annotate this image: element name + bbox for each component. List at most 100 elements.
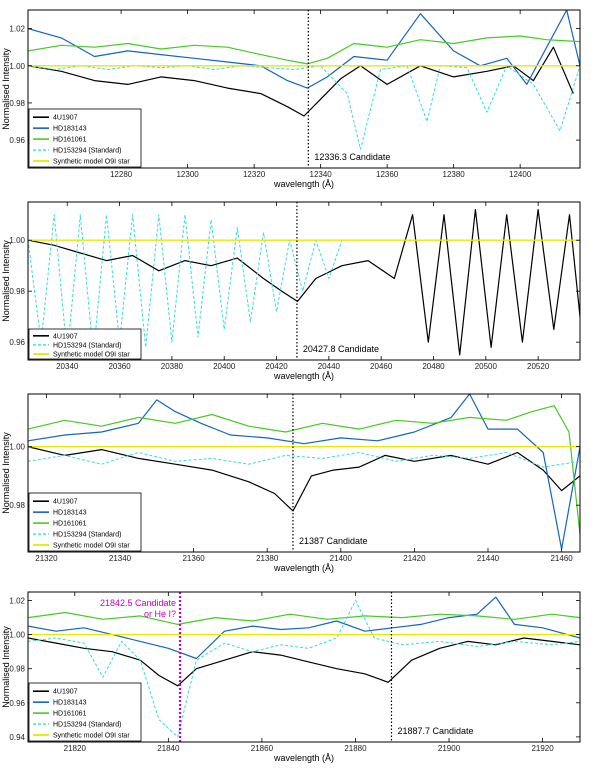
series-line-4u1907	[28, 46, 574, 117]
legend-entry: Synthetic model O9I star	[53, 352, 130, 359]
series-group	[28, 10, 580, 150]
x-tick-label: 21400	[330, 554, 353, 563]
x-tick-label: 20520	[527, 362, 550, 371]
legend-box	[28, 492, 142, 552]
y-tick-label: 1.02	[9, 25, 25, 34]
y-axis-label: Normalised Intensity	[1, 432, 11, 514]
y-tick-label: 0.94	[9, 733, 25, 742]
legend-box	[28, 108, 142, 168]
candidate2-label-sub: or He I?	[144, 609, 176, 619]
y-tick-label: 1.00	[9, 62, 25, 71]
series-line-hd161061	[28, 35, 580, 65]
legend-entry: 4U1907	[53, 499, 78, 506]
series-line-hd153294-standard	[28, 600, 580, 738]
legend-entry: Synthetic model O9I star	[53, 158, 130, 165]
y-axis-label: Normalised Intensity	[1, 626, 11, 708]
series-group	[28, 394, 580, 550]
x-tick-label: 21320	[35, 554, 58, 563]
y-axis-label: Normalised Intensity	[1, 48, 11, 130]
legend-entry: HD183143	[53, 126, 87, 133]
legend-entry: HD161061	[53, 711, 87, 718]
x-axis-label: wavelength (Å)	[273, 563, 334, 573]
y-tick-label: 0.96	[9, 699, 25, 708]
candidate-label: 21387 Candidate	[299, 536, 368, 546]
x-tick-label: 20440	[318, 362, 341, 371]
panel-3: 21387 Candidate 21320 21340 21360 21380 21400…	[1, 393, 581, 573]
x-tick-label: 21920	[531, 744, 554, 753]
series-line-hd153294-standard	[28, 452, 580, 468]
y-axis-label: Normalised Intensity	[1, 240, 11, 322]
x-tick-label: 20460	[370, 362, 393, 371]
legend-entry: Synthetic model O9I star	[53, 542, 130, 549]
series-line-4u1907	[28, 637, 580, 687]
x-tick-label: 21820	[64, 744, 87, 753]
x-tick-label: 12400	[509, 170, 532, 179]
x-axis-label: wavelength (Å)	[273, 179, 334, 189]
plot-frame	[27, 393, 581, 553]
y-tick-label: 0.98	[9, 501, 25, 510]
legend-entry: 4U1907	[53, 689, 78, 696]
x-tick-label: 21880	[344, 744, 367, 753]
panel-1: 12336.3 Candidate 12280 12300 12320 12340 123…	[1, 9, 581, 189]
x-tick-label: 20340	[56, 362, 79, 371]
series-line-hd183143	[28, 596, 580, 660]
panel-2: 20427.8 Candidate 20340 20360 20380 20400 204…	[1, 201, 581, 381]
y-tick-label: 0.96	[9, 338, 25, 347]
legend-entry: HD153294 (Standard)	[53, 148, 122, 155]
x-tick-label: 20400	[213, 362, 236, 371]
x-tick-label: 21360	[182, 554, 205, 563]
x-tick-label: 12300	[176, 170, 199, 179]
y-tick-label: 0.98	[9, 99, 25, 108]
legend-entry: HD153294 (Standard)	[53, 342, 122, 349]
series-line-4u1907	[28, 209, 580, 356]
x-tick-label: 12360	[376, 170, 399, 179]
legend-entry: 4U1907	[53, 115, 78, 122]
x-axis-label: wavelength (Å)	[273, 371, 334, 381]
series-line-hd161061	[28, 405, 580, 535]
y-tick-label: 0.96	[9, 136, 25, 145]
x-tick-label: 21860	[251, 744, 274, 753]
x-tick-label: 20380	[161, 362, 184, 371]
candidate-label: 20427.8 Candidate	[303, 344, 379, 354]
x-tick-label: 21420	[403, 554, 426, 563]
x-tick-label: 20480	[422, 362, 445, 371]
candidate-label: 21887.7 Candidate	[397, 726, 473, 736]
legend-entry: HD161061	[53, 521, 87, 528]
legend-entry: HD153294 (Standard)	[53, 532, 122, 539]
y-tick-label: 1.00	[9, 631, 25, 640]
x-axis-label: wavelength (Å)	[273, 753, 334, 763]
y-tick-label: 1.00	[9, 443, 25, 452]
plot-frame	[27, 9, 581, 169]
x-tick-label: 12280	[110, 170, 133, 179]
x-tick-label: 20500	[475, 362, 498, 371]
legend-box	[28, 682, 142, 742]
x-tick-label: 12320	[243, 170, 266, 179]
legend-entry: Synthetic model O9I star	[53, 732, 130, 739]
series-group	[28, 209, 580, 356]
series-line-hd183143	[28, 394, 580, 550]
x-tick-label: 20360	[108, 362, 131, 371]
x-tick-label: 21440	[477, 554, 500, 563]
legend-entry: HD183143	[53, 510, 87, 517]
y-tick-label: 0.98	[9, 287, 25, 296]
y-tick-label: 1.00	[9, 236, 25, 245]
legend-entry: HD183143	[53, 700, 87, 707]
x-tick-label: 21380	[256, 554, 279, 563]
series-group	[28, 596, 580, 738]
series-line-4u1907	[28, 446, 580, 512]
legend-entry: HD153294 (Standard)	[53, 722, 122, 729]
x-tick-label: 21460	[550, 554, 573, 563]
series-line-hd183143	[28, 10, 580, 89]
legend-entry: 4U1907	[53, 333, 78, 340]
plot-frame	[27, 591, 581, 743]
x-tick-label: 21900	[438, 744, 461, 753]
plot-frame	[27, 201, 581, 361]
candidate2-label: 21842.5 Candidate	[100, 598, 176, 608]
x-tick-label: 20420	[265, 362, 288, 371]
y-tick-label: 0.98	[9, 665, 25, 674]
series-line-hd161061	[28, 611, 580, 626]
y-tick-label: 1.02	[9, 597, 25, 606]
x-tick-label: 21840	[157, 744, 180, 753]
